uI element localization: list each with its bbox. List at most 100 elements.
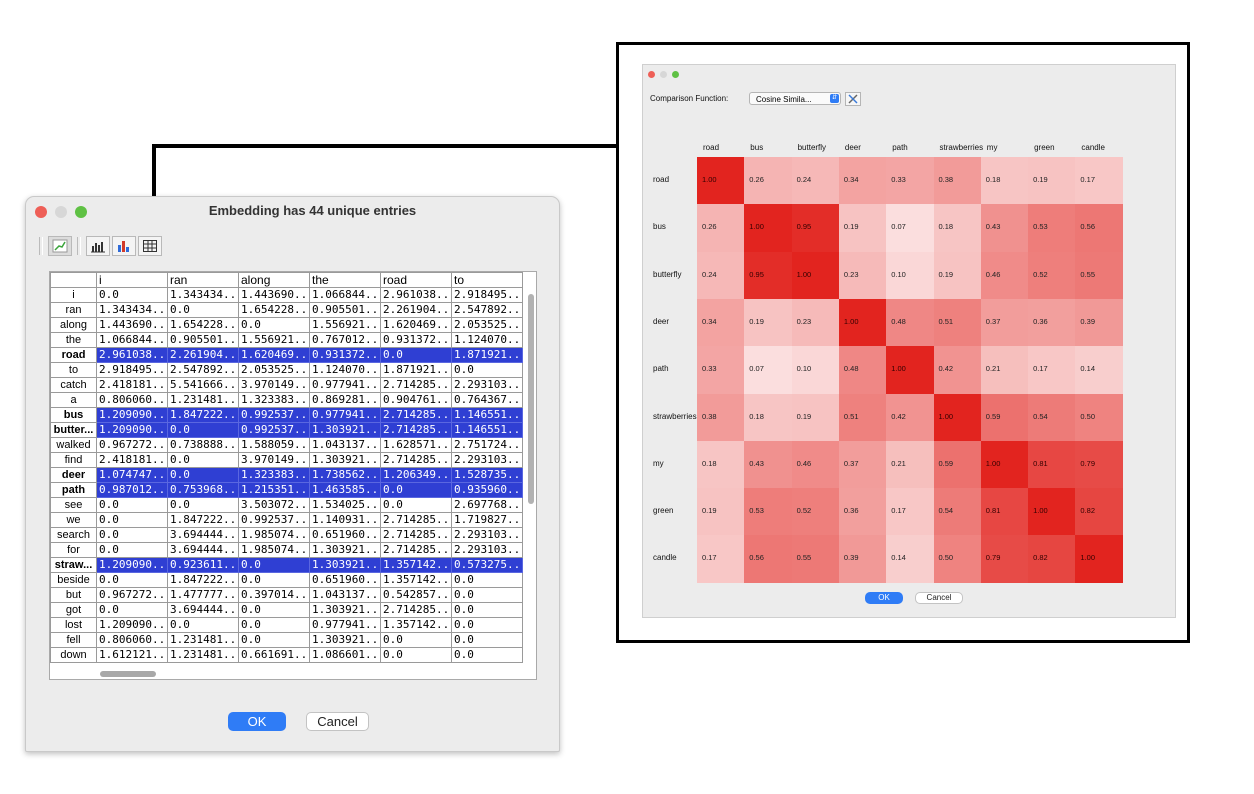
table-cell[interactable]: 0.806060... [96,392,168,408]
table-cell[interactable]: 3.503072... [238,497,310,513]
table-row[interactable]: catch 2.418181... 5.541666... 3.970149... 0.… [50,377,523,393]
table-cell[interactable]: 2.697768... [451,497,523,513]
table-cell[interactable]: 3.970149... [238,452,310,468]
comparison-function-select[interactable]: Cosine Simila... ⇵ [749,92,841,105]
table-cell[interactable]: 2.918495... [96,362,168,378]
table-cell[interactable]: 3.694444... [167,602,239,618]
table-cell[interactable]: 2.261904... [380,302,452,318]
table-cell[interactable]: 2.261904... [167,347,239,363]
table-cell[interactable]: 1.124070... [451,332,523,348]
ok-button[interactable]: OK [228,712,286,731]
close-window-button[interactable] [648,71,655,78]
table-cell[interactable]: 1.209090... [96,422,168,438]
table-cell[interactable]: 1.303921... [309,602,381,618]
table-cell[interactable]: 1.357142... [380,572,452,588]
table-cell[interactable]: 0.904761... [380,392,452,408]
column-header[interactable]: i [96,272,168,288]
table-cell[interactable]: 0.987012... [96,482,168,498]
column-header[interactable]: along [238,272,310,288]
table-row[interactable]: a 0.806060... 1.231481... 1.323383... 0.8692… [50,392,523,408]
table-cell[interactable]: 1.231481... [167,647,239,663]
table-cell[interactable]: 2.418181... [96,377,168,393]
table-cell[interactable]: 0.0 [96,602,168,618]
table-cell[interactable]: 1.343434... [167,287,239,303]
cancel-button[interactable]: Cancel [306,712,369,731]
cancel-button[interactable]: Cancel [915,592,963,604]
column-header[interactable]: the [309,272,381,288]
horizontal-scrollbar[interactable] [50,669,526,679]
table-cell[interactable]: 1.477777... [167,587,239,603]
table-cell[interactable]: 0.0 [451,587,523,603]
table-row[interactable]: butter... 1.209090... 0.0 0.992537... 1.3039… [50,422,523,438]
ok-button[interactable]: OK [865,592,903,604]
table-cell[interactable]: 2.293103... [451,527,523,543]
table-cell[interactable]: 0.0 [96,287,168,303]
table-cell[interactable]: 0.923611... [167,557,239,573]
table-cell[interactable]: 1.528735... [451,467,523,483]
table-cell[interactable]: 0.0 [167,467,239,483]
horizontal-scroll-thumb[interactable] [100,671,156,677]
table-cell[interactable]: 1.357142... [380,557,452,573]
table-cell[interactable]: 1.146551... [451,407,523,423]
table-cell[interactable]: 0.0 [167,302,239,318]
table-cell[interactable]: 0.977941... [309,617,381,633]
table-cell[interactable]: 1.146551... [451,422,523,438]
table-row[interactable]: see 0.0 0.0 3.503072... 1.534025... 0.0 2.6977… [50,497,523,513]
table-cell[interactable]: 0.764367... [451,392,523,408]
table-cell[interactable]: 2.714285... [380,407,452,423]
table-cell[interactable]: 0.0 [96,542,168,558]
table-row[interactable]: got 0.0 3.694444... 0.0 1.303921... 2.714285.… [50,602,523,618]
table-row[interactable]: fell 0.806060... 1.231481... 0.0 1.303921...… [50,632,523,648]
table-cell[interactable]: 2.714285... [380,377,452,393]
table-cell[interactable]: 1.847222... [167,572,239,588]
table-row[interactable]: the 1.066844... 0.905501... 1.556921... 0.76… [50,332,523,348]
table-cell[interactable]: 0.0 [238,632,310,648]
table-cell[interactable]: 1.871921... [451,347,523,363]
table-row[interactable]: down 1.612121... 1.231481... 0.661691... 1.0… [50,647,523,663]
table-row[interactable]: bus 1.209090... 1.847222... 0.992537... 0.97… [50,407,523,423]
table-cell[interactable]: 2.961038... [96,347,168,363]
table-cell[interactable]: 0.573275... [451,557,523,573]
table-row[interactable]: road 2.961038... 2.261904... 1.620469... 0.9… [50,347,523,363]
table-cell[interactable]: 3.694444... [167,542,239,558]
table-cell[interactable]: 1.556921... [309,317,381,333]
table-cell[interactable]: 2.714285... [380,422,452,438]
table-cell[interactable]: 2.418181... [96,452,168,468]
table-cell[interactable]: 0.738888... [167,437,239,453]
table-cell[interactable]: 1.074747... [96,467,168,483]
table-cell[interactable]: 2.547892... [167,362,239,378]
table-cell[interactable]: 0.0 [96,572,168,588]
table-cell[interactable]: 0.0 [380,632,452,648]
table-cell[interactable]: 1.985074... [238,542,310,558]
table-cell[interactable]: 2.714285... [380,542,452,558]
table-cell[interactable]: 0.869281... [309,392,381,408]
table-cell[interactable]: 0.0 [238,317,310,333]
table-cell[interactable]: 0.0 [167,617,239,633]
table-cell[interactable]: 0.992537... [238,512,310,528]
table-cell[interactable]: 0.0 [167,422,239,438]
table-cell[interactable]: 0.767012... [309,332,381,348]
table-cell[interactable]: 0.977941... [309,407,381,423]
table-cell[interactable]: 1.043137... [309,587,381,603]
table-cell[interactable]: 2.547892... [451,302,523,318]
table-cell[interactable]: 1.847222... [167,407,239,423]
table-cell[interactable]: 0.0 [451,572,523,588]
table-cell[interactable]: 0.753968... [167,482,239,498]
table-cell[interactable]: 1.612121... [96,647,168,663]
table-cell[interactable]: 2.293103... [451,377,523,393]
column-header[interactable]: to [451,272,523,288]
table-cell[interactable]: 1.443690... [96,317,168,333]
table-cell[interactable]: 0.931372... [380,332,452,348]
table-cell[interactable]: 1.066844... [309,287,381,303]
table-cell[interactable]: 1.209090... [96,407,168,423]
table-cell[interactable]: 1.719827... [451,512,523,528]
table-cell[interactable]: 1.871921... [380,362,452,378]
zoom-window-button[interactable] [672,71,679,78]
table-cell[interactable]: 0.651960... [309,572,381,588]
table-cell[interactable]: 1.654228... [167,317,239,333]
table-cell[interactable]: 1.303921... [309,632,381,648]
table-cell[interactable]: 0.977941... [309,377,381,393]
table-cell[interactable]: 1.847222... [167,512,239,528]
table-cell[interactable]: 2.293103... [451,542,523,558]
table-cell[interactable]: 1.463585... [309,482,381,498]
